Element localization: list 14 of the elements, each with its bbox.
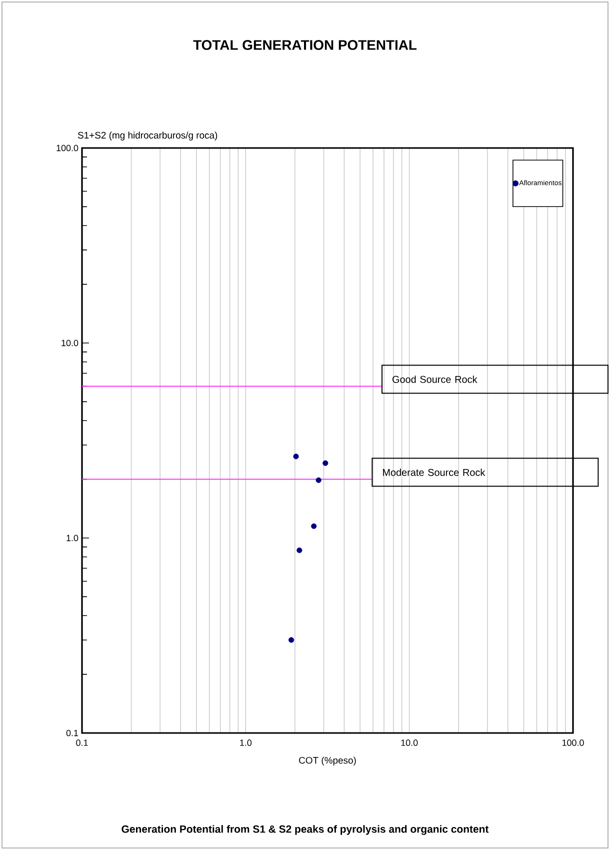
ref-line-label: Good Source Rock (392, 376, 478, 383)
x-tick-label: 1.0 (240, 740, 252, 746)
chart-title: TOTAL GENERATION POTENTIAL (193, 40, 417, 50)
y-tick-label: 10.0 (62, 340, 78, 346)
y-axis-title: S1+S2 (mg hidrocarburos/g roca) (78, 132, 218, 140)
y-tick-label: 100.0 (56, 144, 78, 152)
x-axis-title: COT (%peso) (299, 756, 356, 766)
y-tick-label: 0.1 (66, 730, 78, 736)
y-tick-label: 1.0 (66, 534, 78, 542)
x-tick-label: 10.0 (401, 740, 418, 746)
text: Generation Potential from S1 & S2 peaks of pyrolysis and organic content (122, 825, 489, 835)
x-tick-label: 100.0 (562, 740, 584, 746)
ref-line-label: Moderate Source Rock (383, 468, 486, 476)
x-tick-label: 0.1 (76, 740, 88, 746)
